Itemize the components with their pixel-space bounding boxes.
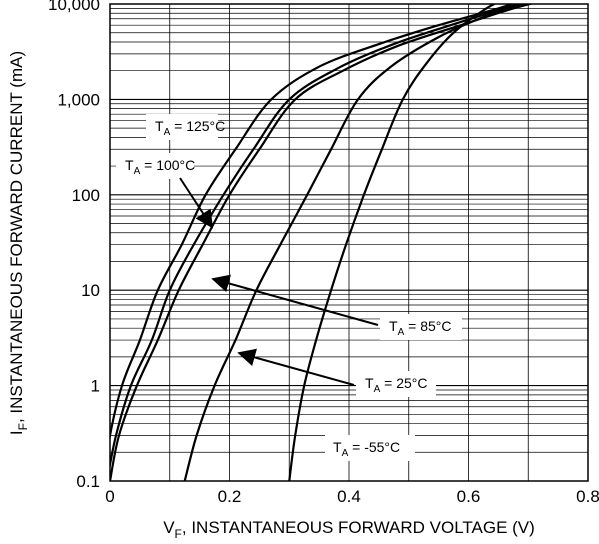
chart-annotations: TA = 125°CTA = 100°CTA = 85°CTA = 25°CTA… — [116, 114, 462, 461]
x-tick-label: 0.4 — [337, 487, 361, 506]
annotation-label: TA = 125°C — [155, 118, 225, 138]
annotation-sub: A — [164, 127, 171, 138]
x-tick-label: 0.6 — [457, 487, 481, 506]
annotation-rest: = 85°C — [404, 318, 451, 334]
chart-series-group — [110, 4, 534, 481]
annotation-background — [325, 435, 415, 461]
x-axis-label-main: V — [163, 518, 175, 537]
series-line-3 — [183, 4, 526, 481]
y-tick-label: 10,000 — [48, 0, 100, 14]
annotation-arrow — [237, 348, 355, 386]
y-axis-label-rest: , INSTANTANEOUS FORWARD CURRENT (mA) — [7, 51, 26, 423]
annotation-rest: = -55°C — [348, 439, 400, 455]
annotation-arrow — [179, 177, 213, 229]
y-tick-label: 10 — [81, 281, 100, 300]
annotation-sub: A — [374, 384, 381, 395]
y-tick-label: 1,000 — [57, 90, 100, 109]
annotation-label: TA = 25°C — [365, 375, 427, 395]
x-tick-label: 0 — [105, 487, 114, 506]
y-axis-label-sub: F — [16, 423, 30, 430]
y-tick-label: 1 — [91, 377, 100, 396]
plot-frame — [109, 3, 589, 482]
annotation-rest: = 125°C — [170, 118, 225, 134]
annotation-main: T — [389, 318, 398, 334]
y-axis-label: IF, INSTANTANEOUS FORWARD CURRENT (mA) — [7, 51, 30, 435]
annotation-sub: A — [342, 448, 349, 459]
y-tick-label: 0.1 — [76, 472, 100, 491]
series-line-4 — [288, 4, 497, 481]
x-axis-label-rest: , INSTANTANEOUS FORWARD VOLTAGE (V) — [182, 518, 535, 537]
annotation-main: T — [155, 118, 164, 134]
annotation-background — [380, 314, 462, 340]
series-line-0 — [110, 4, 516, 442]
x-tick-labels: 0 0.2 0.4 0.6 0.8 — [105, 487, 599, 506]
annotation-main: T — [125, 157, 134, 173]
annotation-main: T — [365, 375, 374, 391]
annotation-main: T — [333, 439, 342, 455]
y-axis-label-main: I — [7, 430, 26, 435]
series-line-2 — [110, 4, 534, 481]
chart-grid — [110, 4, 588, 481]
annotation-label: TA = 100°C — [125, 157, 195, 177]
y-tick-labels: 0.1 1 10 100 1,000 10,000 — [48, 0, 100, 491]
annotation-label: TA = 85°C — [389, 318, 451, 338]
annotation-background — [356, 371, 436, 397]
annotation-sub: A — [398, 327, 405, 338]
series-line-1 — [110, 4, 524, 471]
annotation-label: TA = -55°C — [333, 439, 400, 459]
annotation-rest: = 25°C — [380, 375, 427, 391]
annotation-sub: A — [134, 166, 141, 177]
annotation-arrow — [211, 274, 379, 326]
x-axis-label-sub: F — [175, 527, 182, 541]
x-axis-label: VF, INSTANTANEOUS FORWARD VOLTAGE (V) — [163, 518, 535, 541]
annotation-background — [116, 153, 194, 179]
annotation-background — [146, 114, 218, 140]
x-tick-label: 0.8 — [576, 487, 599, 506]
x-tick-label: 0.2 — [218, 487, 242, 506]
annotation-rest: = 100°C — [140, 157, 195, 173]
y-tick-label: 100 — [72, 186, 100, 205]
